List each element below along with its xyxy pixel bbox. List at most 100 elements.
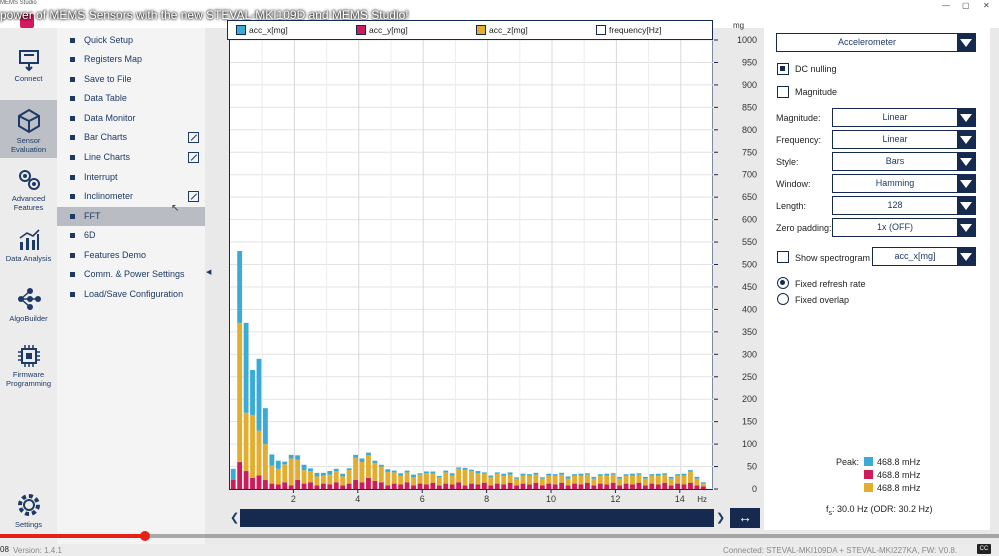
bar-acc_xmg-55 — [585, 473, 590, 475]
menu-item-load-save-configuration[interactable]: Load/Save Configuration — [57, 285, 205, 304]
nav-data-analysis[interactable]: Data Analysis — [0, 228, 57, 274]
magnitude-select[interactable]: Linear — [832, 108, 976, 127]
window-label: Window: — [776, 179, 811, 189]
bar-acc_ymg-65 — [649, 483, 655, 489]
scrollbar-thumb[interactable] — [240, 509, 714, 527]
nav-connect-label: Connect — [14, 74, 43, 83]
fixed-refresh-rate-radio[interactable] — [777, 277, 789, 289]
legend-label: acc_y[mg] — [369, 25, 408, 35]
menu-item-quick-setup[interactable]: Quick Setup — [57, 31, 205, 50]
menu-item-6d[interactable]: 6D — [57, 226, 205, 245]
menu-item-line-charts[interactable]: Line Charts — [57, 148, 205, 167]
legend-item-acc-z[interactable]: acc_z[mg] — [476, 25, 528, 35]
expand-horizontal-button[interactable]: ↔ — [730, 508, 760, 528]
dc-nulling-checkbox[interactable] — [777, 63, 789, 75]
menu-item-bar-charts[interactable]: Bar Charts — [57, 128, 205, 147]
menu-item-data-monitor[interactable]: Data Monitor — [57, 109, 205, 128]
menu-item-save-to-file[interactable]: Save to File — [57, 70, 205, 89]
nav-algobuilder[interactable]: AlgoBuilder — [0, 286, 57, 332]
bar-acc_xmg-4 — [256, 358, 262, 431]
bar-acc_zmg-69 — [675, 475, 680, 484]
nav-settings[interactable]: Settings — [0, 492, 57, 534]
chip-icon — [17, 345, 40, 367]
nav-connect[interactable]: Connect — [0, 48, 57, 94]
bullet-icon — [70, 116, 75, 121]
y-tick-label: 600 — [742, 215, 757, 225]
bar-acc_ymg-26 — [398, 484, 404, 489]
nav-advanced-features[interactable]: Advanced Features — [0, 168, 57, 214]
frequency-select[interactable]: Linear — [832, 130, 976, 149]
bar-acc_ymg-8 — [282, 482, 288, 489]
scroll-right-icon[interactable]: ❯ — [716, 512, 726, 524]
length-select[interactable]: 128 — [832, 196, 976, 215]
menu-item-inclinometer[interactable]: Inclinometer — [57, 187, 205, 206]
connect-icon — [18, 50, 39, 72]
x-tick-label: 10 — [546, 494, 556, 504]
video-progress-bar[interactable] — [0, 531, 999, 541]
settings-icon — [17, 494, 40, 516]
minimize-button[interactable]: — — [942, 1, 950, 10]
bar-acc_xmg-52 — [565, 476, 571, 479]
external-window-icon[interactable] — [188, 191, 199, 202]
bar-acc_ymg-57 — [597, 483, 603, 489]
menu-item-data-table[interactable]: Data Table — [57, 89, 205, 108]
x-tick-label: 6 — [420, 494, 425, 504]
length-select-value: 128 — [887, 200, 903, 210]
magnitude-checkbox[interactable] — [777, 86, 789, 98]
bar-acc_ymg-28 — [411, 485, 416, 489]
bar-acc_ymg-47 — [533, 482, 539, 489]
menu-item-fft[interactable]: FFT — [57, 207, 205, 226]
bar-acc_xmg-13 — [314, 472, 320, 477]
bar-acc_zmg-41 — [494, 473, 500, 484]
menu-item-registers-map[interactable]: Registers Map — [57, 50, 205, 69]
style-select-value: Bars — [885, 156, 905, 166]
bar-acc_xmg-50 — [552, 474, 558, 476]
legend-item-acc-y[interactable]: acc_y[mg] — [356, 25, 408, 35]
close-button[interactable]: ✕ — [983, 1, 990, 10]
nav-firmware-programming[interactable]: Firmware Programming — [0, 344, 57, 390]
bar-acc_xmg-15 — [327, 471, 333, 475]
legend-swatch — [356, 25, 366, 35]
scroll-left-icon[interactable]: ❮ — [230, 512, 240, 524]
bar-acc_xmg-8 — [282, 461, 288, 465]
bar-acc_xmg-11 — [301, 464, 307, 471]
nav-sensor-evaluation[interactable]: Sensor Evaluation — [0, 100, 57, 158]
bar-acc_zmg-65 — [649, 475, 655, 484]
sensor-select[interactable]: Accelerometer — [776, 33, 976, 52]
collapse-menu-icon[interactable]: ◀ — [206, 269, 212, 276]
maximize-button[interactable]: ▢ — [962, 1, 970, 10]
bullet-icon — [70, 77, 75, 82]
bar-acc_ymg-34 — [449, 484, 455, 489]
bullet-icon — [70, 233, 75, 238]
legend-item-acc-x[interactable]: acc_x[mg] — [236, 25, 288, 35]
menu-item-label: 6D — [84, 230, 96, 240]
show-spectrogram-checkbox[interactable] — [777, 251, 789, 263]
window-select[interactable]: Hamming — [832, 174, 976, 193]
bullet-icon — [70, 96, 75, 101]
bar-acc_zmg-39 — [481, 473, 487, 483]
bar-acc_ymg-50 — [552, 484, 558, 489]
legend-item-frequency[interactable]: frequency[Hz] — [596, 25, 661, 35]
chart-horizontal-scrollbar[interactable]: ❮ ❯ — [229, 509, 725, 527]
y-tick-label: 500 — [742, 260, 757, 270]
external-window-icon[interactable] — [188, 152, 199, 163]
bar-acc_zmg-36 — [462, 469, 468, 486]
spectrogram-axis-select[interactable]: acc_x[mg] — [872, 247, 976, 266]
nav-firmware-programming-label: Firmware Programming — [5, 370, 51, 388]
bar-acc_zmg-72 — [694, 478, 700, 486]
y-tick-label: 850 — [742, 102, 757, 112]
bar-acc_zmg-56 — [591, 478, 597, 486]
style-select[interactable]: Bars — [832, 152, 976, 171]
closed-captions-button[interactable]: CC — [977, 544, 991, 554]
video-progress-knob[interactable] — [139, 531, 150, 541]
external-window-icon[interactable] — [188, 132, 199, 143]
zero-padding-select[interactable]: 1x (OFF) — [832, 218, 976, 237]
menu-item-interrupt[interactable]: Interrupt — [57, 168, 205, 187]
bar-acc_xmg-46 — [527, 474, 532, 476]
menu-item-features-demo[interactable]: Features Demo — [57, 246, 205, 265]
bar-acc_zmg-4 — [256, 430, 262, 476]
bar-acc_zmg-26 — [398, 475, 404, 485]
bar-acc_zmg-71 — [688, 471, 693, 483]
fixed-overlap-radio[interactable] — [777, 293, 789, 305]
menu-item-comm-power-settings[interactable]: Comm. & Power Settings — [57, 265, 205, 284]
